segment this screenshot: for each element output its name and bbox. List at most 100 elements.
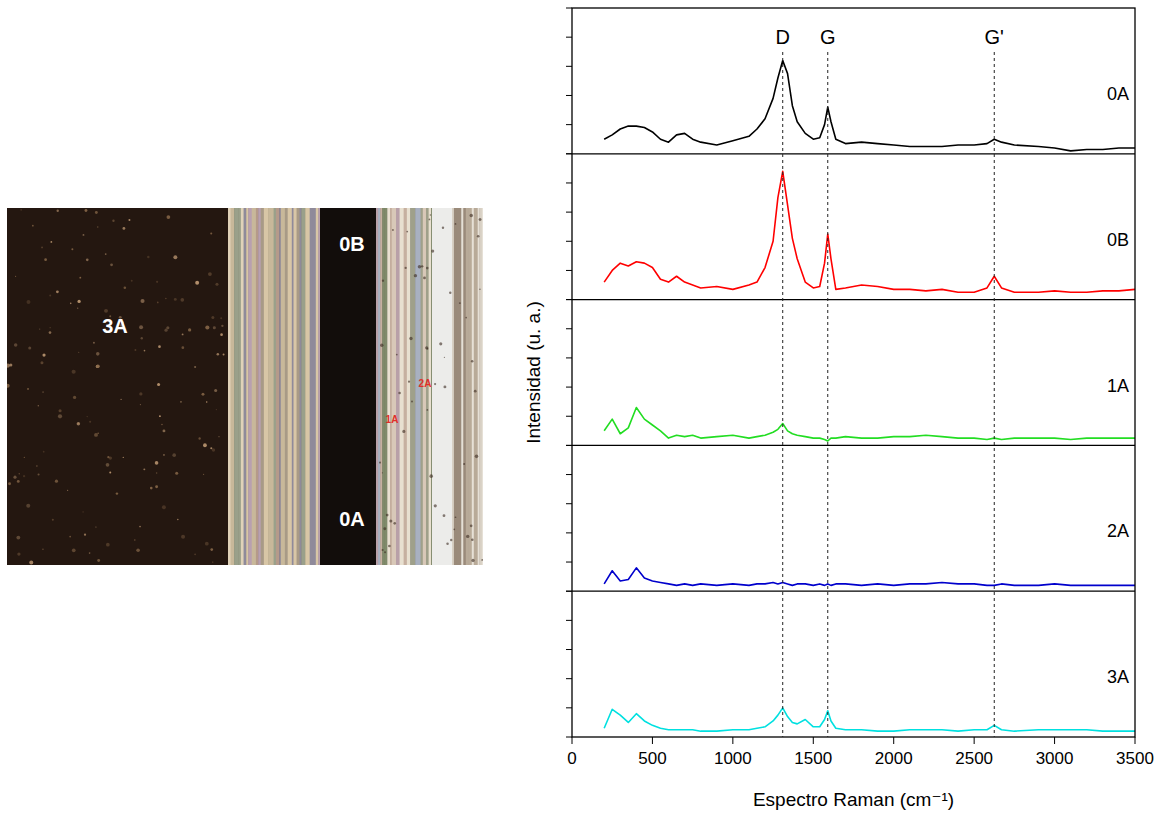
y-tick [566,445,572,446]
photo-texture [141,337,143,339]
y-tick [566,737,572,738]
photo-texture [466,535,469,538]
photo-texture [17,480,20,483]
panel-label: 2A [1107,521,1129,541]
photo-texture [97,226,99,228]
photo-texture [449,291,451,293]
y-tick [566,241,572,242]
y-tick [566,591,572,592]
photo-texture [8,482,11,485]
y-tick [566,707,572,708]
photo-texture [411,401,413,403]
photo-texture [77,308,78,309]
photo-texture [106,463,110,467]
y-tick [566,387,572,388]
panel-divider [572,153,1135,154]
y-tick [566,357,572,358]
photo-texture [203,443,207,447]
photo-texture [166,215,170,219]
photo-texture [218,436,219,437]
photo-texture [408,381,410,383]
photo-texture [128,219,130,221]
photo-texture [426,409,428,411]
photo-texture [471,538,474,541]
photo-texture [109,472,111,474]
photo-layer [301,208,305,565]
y-tick [566,124,572,125]
photo-texture [455,223,457,225]
panel-plot [604,60,1135,150]
photo-layer [281,208,286,565]
photo-texture [55,480,58,483]
photo-texture [96,365,100,369]
photo-texture [465,317,467,319]
photo-layer [468,208,472,565]
photo-label: 1A [386,414,399,425]
photo-texture [194,553,196,555]
photo-layer [231,208,235,565]
photo-texture [175,472,178,475]
photo-texture [13,476,16,479]
photo-texture [42,354,45,357]
y-tick [566,532,572,533]
photo-texture [198,437,200,439]
photo-texture [139,526,141,528]
photo-texture [97,559,100,562]
photo-texture [158,345,161,348]
photo-texture [208,272,212,276]
photo-texture [38,473,40,475]
micrograph [7,208,483,565]
x-tick [572,737,573,744]
photo-texture [429,474,433,478]
photo-texture [205,542,209,546]
photo-texture [58,414,62,418]
photo-layer [457,208,462,565]
photo-texture [106,543,110,547]
photo-layer [400,208,405,565]
y-tick [566,503,572,504]
photo-texture [109,456,112,459]
x-tick [1054,737,1055,744]
photo-texture [77,422,80,425]
photo-texture [459,302,461,304]
photo-texture [110,263,113,266]
photo-texture [69,536,71,538]
photo-texture [406,231,408,233]
photo-layer [252,208,257,565]
photo-texture [174,298,177,301]
y-tick [566,153,572,154]
y-tick [566,66,572,67]
photo-texture [141,299,145,303]
photo-texture [402,430,405,433]
photo-texture [214,389,217,392]
photo-texture [163,429,166,432]
photo-layer [248,208,252,565]
photo-texture [389,519,392,522]
photo-texture [212,562,213,563]
photo-texture [429,219,431,221]
photo-texture [442,227,444,229]
photo-texture [396,354,398,356]
x-tick-label: 3000 [1036,749,1074,768]
photo-texture [177,519,179,521]
photo-layer [261,208,265,565]
photo-texture [26,504,30,508]
photo-texture [212,448,215,451]
photo-texture [393,522,396,525]
peak-label: D [775,26,789,48]
photo-texture [122,227,125,230]
panel-divider [572,591,1135,592]
photo-texture [479,218,482,221]
photo-texture [213,326,216,329]
photo-texture [95,211,98,214]
x-tick-label: 1500 [794,749,832,768]
y-tick [566,620,572,621]
y-tick [566,474,572,475]
photo-texture [104,309,108,313]
x-tick-label: 1000 [714,749,752,768]
photo-texture [220,317,222,319]
spectrum-line [604,407,1135,441]
panel-label: 3A [1107,667,1129,687]
photo-texture [78,352,79,353]
peak-line [994,52,995,737]
